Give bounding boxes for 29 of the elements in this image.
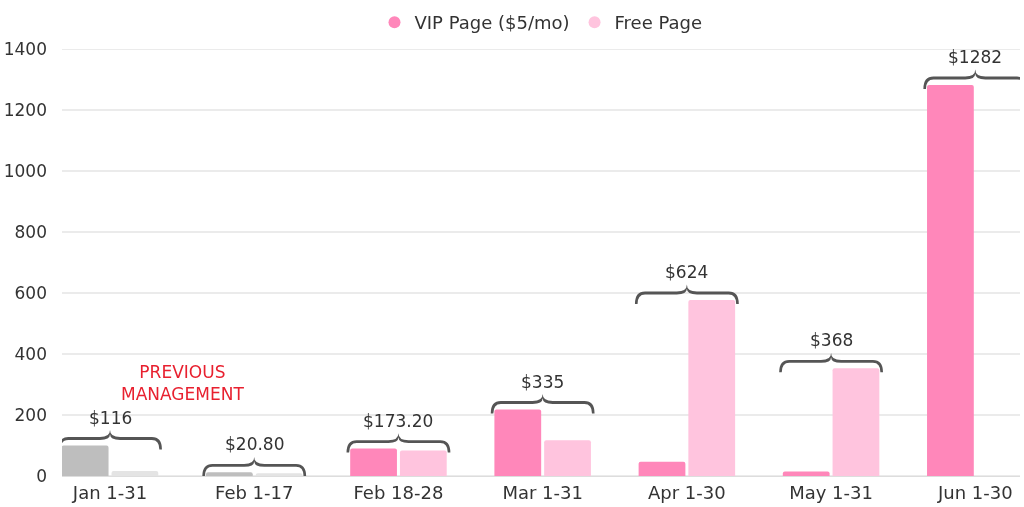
legend-label: VIP Page ($5/mo) (414, 12, 570, 34)
y-tick-label: 1000 (3, 160, 47, 181)
x-tick-label: Feb 1-17 (215, 481, 294, 503)
total-label: $368 (810, 330, 854, 350)
annotation: PREVIOUS MANAGEMENT (121, 362, 245, 405)
x-tick-label: Apr 1-30 (648, 481, 726, 503)
bar (205, 472, 253, 476)
total-label: $624 (665, 262, 709, 282)
y-tick-label: 400 (14, 343, 47, 364)
x-tick-label: Jun 1-30 (936, 481, 1013, 503)
x-tick-label: Jan 1-31 (71, 481, 148, 503)
y-tick-label: 800 (14, 221, 47, 242)
y-tick-label: 1200 (3, 99, 47, 120)
x-tick-label: Mar 1-31 (502, 481, 583, 503)
y-tick-label: 0 (36, 465, 47, 486)
bar (544, 440, 591, 476)
legend-label: Free Page (614, 12, 703, 34)
total-label: $173.20 (363, 411, 434, 431)
total-label: $116 (89, 408, 133, 428)
total-label: $1282 (948, 47, 1003, 67)
bar (638, 461, 686, 476)
total-label: $20.80 (225, 434, 285, 454)
y-tick-label: 600 (14, 282, 47, 303)
x-tick-label: May 1-31 (789, 481, 873, 503)
x-tick-label: Feb 18-28 (353, 481, 444, 503)
bar (782, 471, 830, 476)
total-label: $335 (521, 372, 565, 392)
y-tick-label: 200 (14, 404, 47, 425)
y-tick-label: 1400 (3, 38, 47, 59)
